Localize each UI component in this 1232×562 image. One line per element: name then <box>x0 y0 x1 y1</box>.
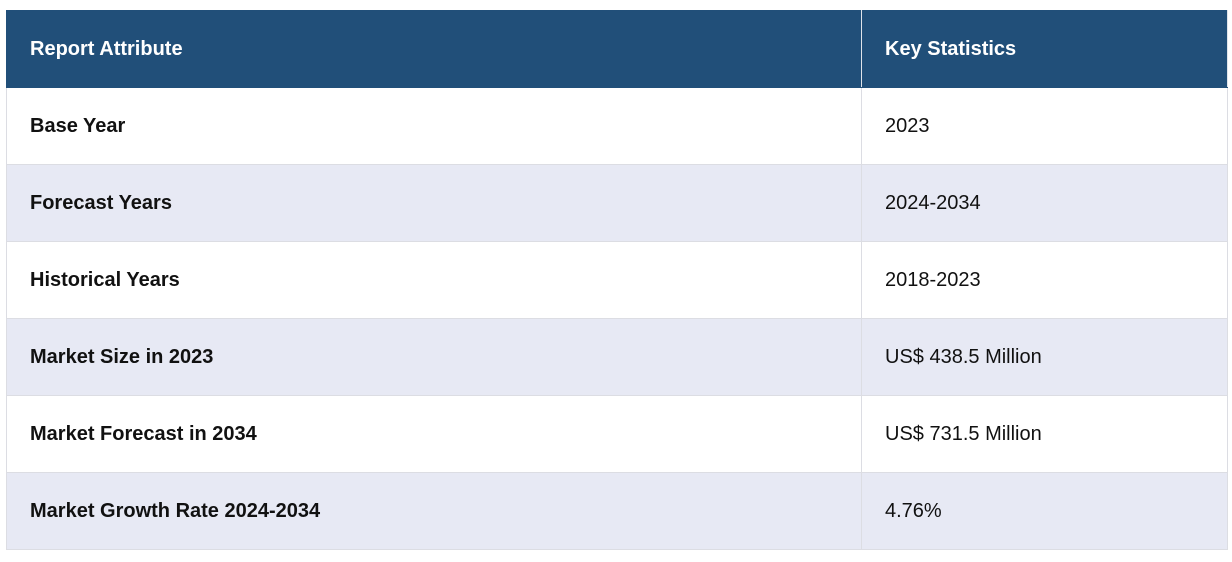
attribute-cell: Base Year <box>6 87 862 165</box>
table-body: Base Year 2023 Forecast Years 2024-2034 Hist… <box>6 87 1228 550</box>
statistic-cell: US$ 731.5 Million <box>861 395 1228 473</box>
statistic-cell: 2023 <box>861 87 1228 165</box>
header-row: Report Attribute Key Statistics <box>6 10 1228 88</box>
attribute-cell: Market Forecast in 2034 <box>6 395 862 473</box>
statistic-cell: 2024-2034 <box>861 164 1228 242</box>
attribute-cell: Market Size in 2023 <box>6 318 862 396</box>
table-row: Forecast Years 2024-2034 <box>6 164 1228 242</box>
header-cell: Report Attribute <box>6 10 862 88</box>
table-row: Market Forecast in 2034 US$ 731.5 Million <box>6 395 1228 473</box>
stats-table: Report Attribute Key Statistics Base Yea… <box>6 10 1228 550</box>
statistic-cell: 4.76% <box>861 472 1228 550</box>
table-row: Historical Years 2018-2023 <box>6 241 1228 319</box>
table-row: Market Growth Rate 2024-2034 4.76% <box>6 472 1228 550</box>
header-cell: Key Statistics <box>861 10 1228 88</box>
statistic-cell: US$ 438.5 Million <box>861 318 1228 396</box>
attribute-cell: Market Growth Rate 2024-2034 <box>6 472 862 550</box>
attribute-cell: Historical Years <box>6 241 862 319</box>
attribute-cell: Forecast Years <box>6 164 862 242</box>
table-row: Base Year 2023 <box>6 87 1228 165</box>
statistic-cell: 2018-2023 <box>861 241 1228 319</box>
table-row: Market Size in 2023 US$ 438.5 Million <box>6 318 1228 396</box>
